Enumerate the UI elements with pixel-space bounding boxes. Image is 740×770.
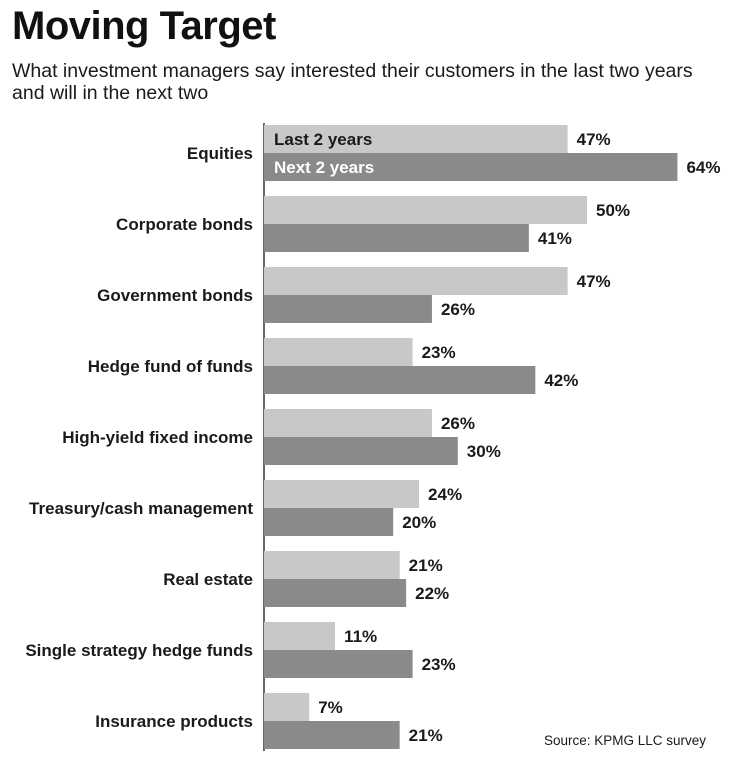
category-label: Treasury/cash management	[29, 499, 253, 518]
bar-last-2-years	[264, 551, 400, 579]
category-label: Insurance products	[95, 712, 253, 731]
bar-last-2-years	[264, 267, 568, 295]
value-label-last-2-years: 50%	[596, 201, 630, 220]
bar-next-2-years	[264, 153, 678, 181]
source-note: Source: KPMG LLC survey	[544, 733, 707, 748]
bar-next-2-years	[264, 437, 458, 465]
value-label-last-2-years: 21%	[409, 556, 443, 575]
chart-subtitle: What investment managers say interested …	[12, 60, 693, 104]
bar-last-2-years	[264, 622, 336, 650]
value-label-next-2-years: 22%	[415, 584, 449, 603]
bar-last-2-years	[264, 338, 413, 366]
legend-label-next-2-years: Next 2 years	[274, 158, 374, 177]
bar-last-2-years	[264, 480, 420, 508]
bar-next-2-years	[264, 721, 400, 749]
value-label-next-2-years: 41%	[538, 229, 572, 248]
value-label-next-2-years: 23%	[422, 655, 456, 674]
category-label: Real estate	[163, 570, 253, 589]
category-label: Equities	[187, 144, 253, 163]
bar-next-2-years	[264, 650, 413, 678]
value-label-next-2-years: 30%	[467, 442, 501, 461]
value-label-next-2-years: 42%	[544, 371, 578, 390]
value-label-last-2-years: 47%	[577, 272, 611, 291]
bar-last-2-years	[264, 125, 568, 153]
category-label: Government bonds	[97, 286, 253, 305]
value-label-next-2-years: 64%	[686, 158, 720, 177]
value-label-last-2-years: 11%	[344, 627, 377, 646]
category-label: Corporate bonds	[116, 215, 253, 234]
bar-next-2-years	[264, 366, 536, 394]
value-label-last-2-years: 26%	[441, 414, 475, 433]
legend-label-last-2-years: Last 2 years	[274, 130, 372, 149]
value-label-next-2-years: 21%	[409, 726, 443, 745]
bar-last-2-years	[264, 196, 587, 224]
category-label: Hedge fund of funds	[88, 357, 253, 376]
value-label-last-2-years: 23%	[422, 343, 456, 362]
category-label: High-yield fixed income	[62, 428, 253, 447]
bar-next-2-years	[264, 295, 432, 323]
bar-next-2-years	[264, 508, 394, 536]
bar-next-2-years	[264, 579, 407, 607]
bar-last-2-years	[264, 409, 432, 437]
category-label: Single strategy hedge funds	[25, 641, 253, 660]
value-label-last-2-years: 47%	[577, 130, 611, 149]
value-label-next-2-years: 20%	[402, 513, 436, 532]
chart-title: Moving Target	[12, 4, 276, 48]
value-label-next-2-years: 26%	[441, 300, 475, 319]
value-label-last-2-years: 7%	[318, 698, 343, 717]
value-label-last-2-years: 24%	[428, 485, 462, 504]
bar-next-2-years	[264, 224, 529, 252]
bar-last-2-years	[264, 693, 310, 721]
